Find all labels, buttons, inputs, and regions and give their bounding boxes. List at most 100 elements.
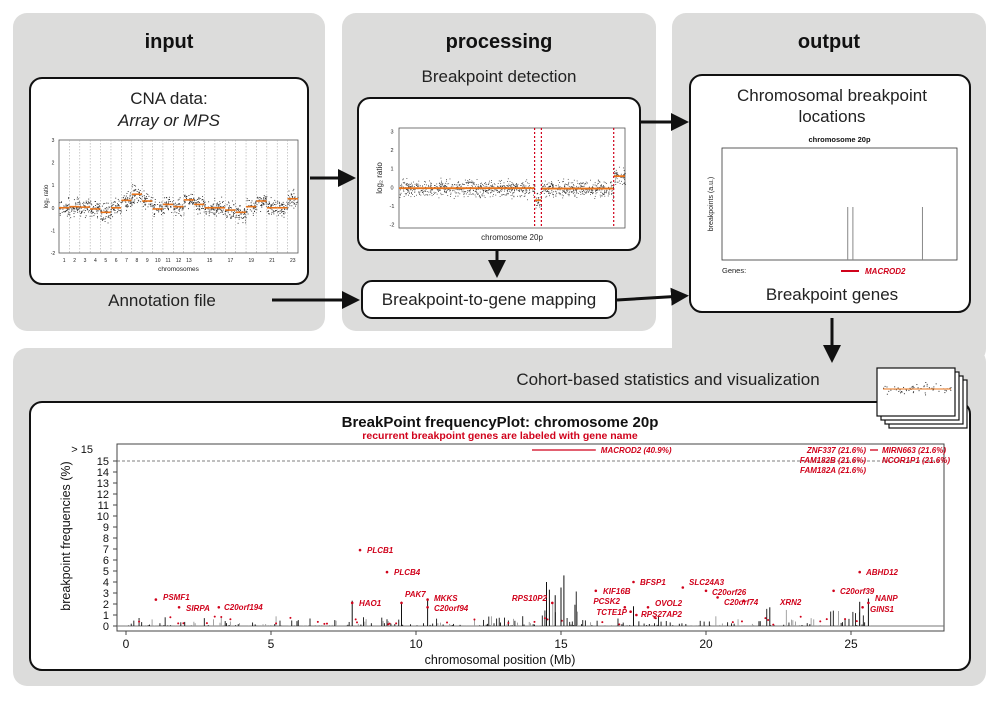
data-point [553,191,555,193]
data-point [544,185,546,187]
data-point [473,182,475,184]
data-point [473,182,475,184]
data-point [198,208,200,210]
data-point [291,194,293,196]
data-point [109,215,111,217]
data-point [125,201,127,203]
annotation-file-label: Annotation file [108,291,216,310]
data-point [407,190,409,191]
data-point [238,218,240,220]
data-point [460,189,462,190]
data-point [446,191,447,193]
data-point [94,213,96,215]
data-point [278,201,280,203]
data-point [490,185,492,187]
data-point [198,205,200,206]
thumbnail-point [895,389,897,391]
data-point [424,181,426,182]
data-point [132,184,134,186]
data-point [114,212,116,214]
thumbnail-point [923,386,925,388]
data-point [585,181,587,183]
data-point [585,192,587,194]
data-point [126,204,128,206]
data-point [134,195,136,197]
data-point [434,185,436,186]
data-point [213,208,214,210]
data-point [565,192,566,194]
data-point [125,197,127,199]
data-point [559,182,560,183]
data-point [113,209,115,211]
data-point [290,199,291,201]
data-point [474,194,476,196]
thumbnail-point [925,382,927,384]
data-point [491,180,492,181]
data-point [295,202,297,204]
data-point [184,195,186,197]
data-point [110,211,112,213]
data-point [224,213,226,215]
data-point [215,210,217,212]
data-point [133,184,135,186]
data-point [220,206,222,208]
data-point [407,190,409,192]
data-point [86,208,88,210]
data-point [279,206,281,208]
data-point [529,189,531,191]
data-point [250,202,252,204]
data-point [610,182,612,184]
data-point [178,203,180,204]
data-point [219,209,221,211]
data-point [288,190,290,192]
data-point [574,195,576,197]
data-point [213,209,215,211]
data-point [228,207,230,209]
data-point [507,185,509,186]
data-point [607,195,609,197]
data-point [220,209,222,211]
data-point [120,202,122,204]
x-tick-label: 20 [699,637,713,651]
chart-title: BreakPoint frequencyPlot: chromosome 20p [342,414,659,431]
data-point [400,189,402,191]
data-point [624,183,626,185]
data-point [193,203,195,205]
data-point [203,201,204,202]
data-point [525,192,527,194]
data-point [129,194,131,196]
data-point [266,196,268,198]
data-point [195,208,197,210]
data-point [581,192,583,194]
data-point [507,185,509,187]
y-tick-label: 3 [52,138,55,144]
data-point [479,186,481,188]
data-point [495,189,497,191]
data-point [132,202,134,204]
data-point [484,196,486,198]
gene-label: PLCB4 [394,568,421,577]
data-point [533,190,534,192]
data-point [572,187,574,188]
data-point [559,186,561,187]
gene-point [543,617,546,620]
data-point [221,210,223,212]
data-point [76,203,78,205]
data-point [85,210,87,212]
data-point [115,205,117,207]
data-point [438,191,439,192]
data-point [175,204,177,206]
data-point [130,202,132,204]
data-point [526,190,528,192]
data-point [468,180,470,182]
data-point [205,213,207,215]
data-point [537,203,539,205]
data-point [238,210,240,212]
y-tick-label: 14 [97,467,109,479]
plot-frame [721,147,958,261]
data-point [222,211,224,213]
data-point [483,195,485,197]
data-point [559,193,561,194]
data-point [182,208,184,210]
data-point [449,196,451,197]
